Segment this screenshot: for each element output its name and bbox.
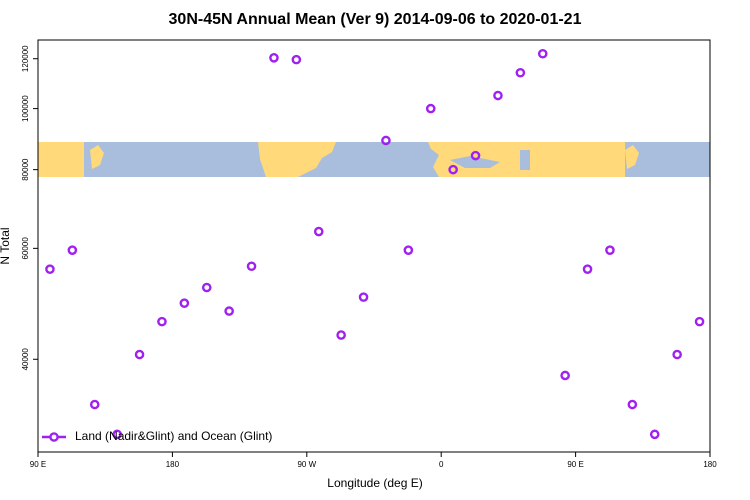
legend-label: Land (Nadir&Glint) and Ocean (Glint)	[75, 429, 272, 443]
x-tick-label: 180	[703, 460, 717, 469]
map-strip	[38, 142, 710, 177]
point	[224, 306, 234, 316]
point	[493, 90, 503, 101]
point	[269, 53, 279, 63]
y-tick-label: 100000	[21, 95, 30, 122]
legend-marker	[49, 432, 59, 442]
point	[336, 330, 346, 340]
point	[403, 245, 414, 255]
point	[627, 399, 638, 410]
plot-frame	[37, 39, 711, 453]
point	[89, 399, 100, 410]
y-tick-label: 80000	[21, 158, 30, 181]
point	[201, 282, 212, 293]
point	[157, 316, 167, 327]
x-tick-label: 90 W	[297, 460, 316, 469]
y-tick-label: 40000	[21, 348, 30, 371]
x-tick-label: 0	[439, 460, 444, 469]
chart-title: 30N-45N Annual Mean (Ver 9) 2014-09-06 t…	[169, 11, 582, 28]
x-tick-label: 90 E	[30, 460, 46, 469]
y-tick-label: 120000	[21, 45, 30, 72]
point	[560, 370, 570, 381]
point	[582, 264, 593, 274]
point	[470, 150, 481, 161]
point	[179, 298, 190, 308]
point	[112, 429, 122, 440]
y-axis-label: N Total	[0, 227, 12, 264]
point	[425, 103, 436, 114]
point	[358, 292, 369, 302]
point	[537, 48, 548, 59]
point	[45, 264, 55, 274]
point	[694, 316, 705, 327]
point	[381, 135, 391, 146]
point	[134, 349, 145, 360]
point	[605, 245, 615, 255]
y-tick-label: 60000	[21, 237, 30, 260]
point	[291, 54, 302, 65]
point	[448, 164, 458, 175]
point	[67, 245, 78, 255]
point	[515, 67, 526, 78]
x-tick-label: 180	[166, 460, 180, 469]
x-tick-label: 90 E	[567, 460, 583, 469]
point	[246, 261, 257, 272]
point	[672, 349, 682, 360]
point	[313, 226, 324, 237]
x-axis-label: Longitude (deg E)	[327, 476, 422, 490]
point	[649, 429, 660, 440]
